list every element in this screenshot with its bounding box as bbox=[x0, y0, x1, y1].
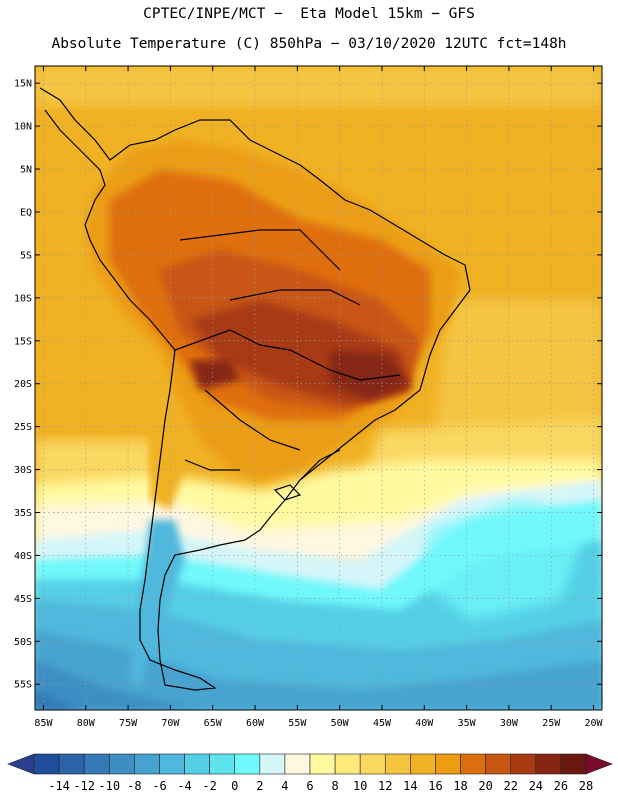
colorbar-label: -4 bbox=[177, 779, 191, 793]
temperature-map: 15N 10N 5N EQ 5S 10S 15S 20S 25S 30S 35S 40S 45S 50S 5… bbox=[14, 65, 604, 729]
colorbar-min-arrow bbox=[7, 753, 35, 775]
colorbar-swatch bbox=[159, 753, 185, 775]
colorbar-label: -2 bbox=[202, 779, 216, 793]
lat-tick-label: 15S bbox=[14, 336, 32, 347]
lat-tick-label: 20S bbox=[14, 379, 32, 390]
lon-tick-label: 60W bbox=[246, 718, 265, 729]
colorbar-label: 14 bbox=[403, 779, 417, 793]
latitude-axis: 15N 10N 5N EQ 5S 10S 15S 20S 25S 30S 35S 40S 45S 50S 5… bbox=[14, 79, 602, 691]
colorbar-label: -14 bbox=[48, 779, 70, 793]
lon-tick-label: 85W bbox=[34, 718, 53, 729]
colorbar-label: 18 bbox=[453, 779, 467, 793]
colorbar-swatch bbox=[435, 753, 461, 775]
colorbar-label: 26 bbox=[554, 779, 568, 793]
colorbar-label: -6 bbox=[152, 779, 166, 793]
lat-tick-label: 15N bbox=[14, 79, 32, 90]
colorbar-label: 20 bbox=[478, 779, 492, 793]
colorbar-label: -10 bbox=[98, 779, 120, 793]
lon-tick-label: 70W bbox=[161, 718, 180, 729]
lon-tick-label: 25W bbox=[542, 718, 561, 729]
colorbar-swatches bbox=[7, 753, 613, 775]
colorbar-labels: -14 -12 -10 -8 -6 -4 -2 0 2 4 6 8 10 12 14 16 18 20 22 24 26… bbox=[48, 779, 593, 793]
colorbar: -14 -12 -10 -8 -6 -4 -2 0 2 4 6 8 10 12 14 16 18 20 22 24 26… bbox=[7, 753, 613, 793]
colorbar-swatch bbox=[58, 753, 85, 775]
lat-tick-label: EQ bbox=[20, 207, 32, 218]
colorbar-label: -12 bbox=[73, 779, 95, 793]
lon-tick-label: 45W bbox=[373, 718, 392, 729]
lat-tick-label: 55S bbox=[14, 680, 32, 691]
colorbar-swatch bbox=[384, 753, 411, 775]
colorbar-swatch bbox=[309, 753, 336, 775]
lon-tick-label: 35W bbox=[458, 718, 477, 729]
colorbar-swatch bbox=[33, 753, 60, 775]
lat-tick-label: 25S bbox=[14, 422, 32, 433]
lon-tick-label: 80W bbox=[77, 718, 96, 729]
lon-tick-label: 20W bbox=[585, 718, 604, 729]
colorbar-label: 24 bbox=[529, 779, 543, 793]
colorbar-label: 22 bbox=[504, 779, 518, 793]
colorbar-label: 8 bbox=[331, 779, 338, 793]
colorbar-label: 6 bbox=[306, 779, 313, 793]
colorbar-swatch bbox=[108, 753, 135, 775]
lon-tick-label: 65W bbox=[204, 718, 223, 729]
colorbar-swatch bbox=[485, 753, 512, 775]
colorbar-swatch bbox=[359, 753, 386, 775]
lat-tick-label: 5N bbox=[20, 165, 32, 176]
longitude-axis: 85W 80W 75W 70W 65W 60W 55W 50W 45W 40W 35W 30W 25W 2… bbox=[34, 66, 604, 729]
map-frame bbox=[34, 65, 603, 711]
colorbar-swatch bbox=[410, 753, 436, 775]
colorbar-label: 16 bbox=[428, 779, 442, 793]
colorbar-swatch bbox=[284, 753, 311, 775]
colorbar-swatch bbox=[209, 753, 236, 775]
colorbar-label: 12 bbox=[378, 779, 392, 793]
lon-tick-label: 55W bbox=[288, 718, 307, 729]
colorbar-label: 4 bbox=[281, 779, 288, 793]
colorbar-swatch bbox=[184, 753, 210, 775]
colorbar-label: 10 bbox=[353, 779, 367, 793]
temperature-field bbox=[35, 66, 602, 710]
lat-tick-label: 50S bbox=[14, 637, 32, 648]
lat-tick-label: 40S bbox=[14, 551, 32, 562]
colorbar-label: 28 bbox=[579, 779, 593, 793]
lat-tick-label: 35S bbox=[14, 508, 32, 519]
lat-tick-label: 10N bbox=[14, 122, 32, 133]
lat-tick-label: 5S bbox=[20, 250, 32, 261]
map-title: CPTEC/INPE/MCT − Eta Model 15km − GFS bbox=[143, 6, 475, 22]
colorbar-swatch bbox=[134, 753, 160, 775]
graticule-grid bbox=[35, 66, 602, 710]
colorbar-label: 0 bbox=[231, 779, 238, 793]
colorbar-swatch bbox=[83, 753, 110, 775]
colorbar-swatch bbox=[334, 753, 361, 775]
lat-tick-label: 45S bbox=[14, 594, 32, 605]
colorbar-label: 2 bbox=[256, 779, 263, 793]
lon-tick-label: 40W bbox=[415, 718, 434, 729]
colorbar-swatch bbox=[510, 753, 537, 775]
lat-tick-label: 30S bbox=[14, 465, 32, 476]
lon-tick-label: 75W bbox=[119, 718, 138, 729]
lat-tick-label: 10S bbox=[14, 293, 32, 304]
colorbar-label: -8 bbox=[127, 779, 141, 793]
colorbar-swatch bbox=[259, 753, 286, 775]
colorbar-max-arrow bbox=[585, 753, 613, 775]
colorbar-swatch bbox=[234, 753, 261, 775]
coastlines bbox=[39, 87, 471, 691]
map-subtitle: Absolute Temperature (C) 850hPa − 03/10/… bbox=[51, 36, 567, 52]
colorbar-swatch bbox=[535, 753, 562, 775]
colorbar-swatch bbox=[560, 753, 587, 775]
colorbar-swatch bbox=[460, 753, 486, 775]
lon-tick-label: 50W bbox=[331, 718, 350, 729]
lon-tick-label: 30W bbox=[500, 718, 519, 729]
